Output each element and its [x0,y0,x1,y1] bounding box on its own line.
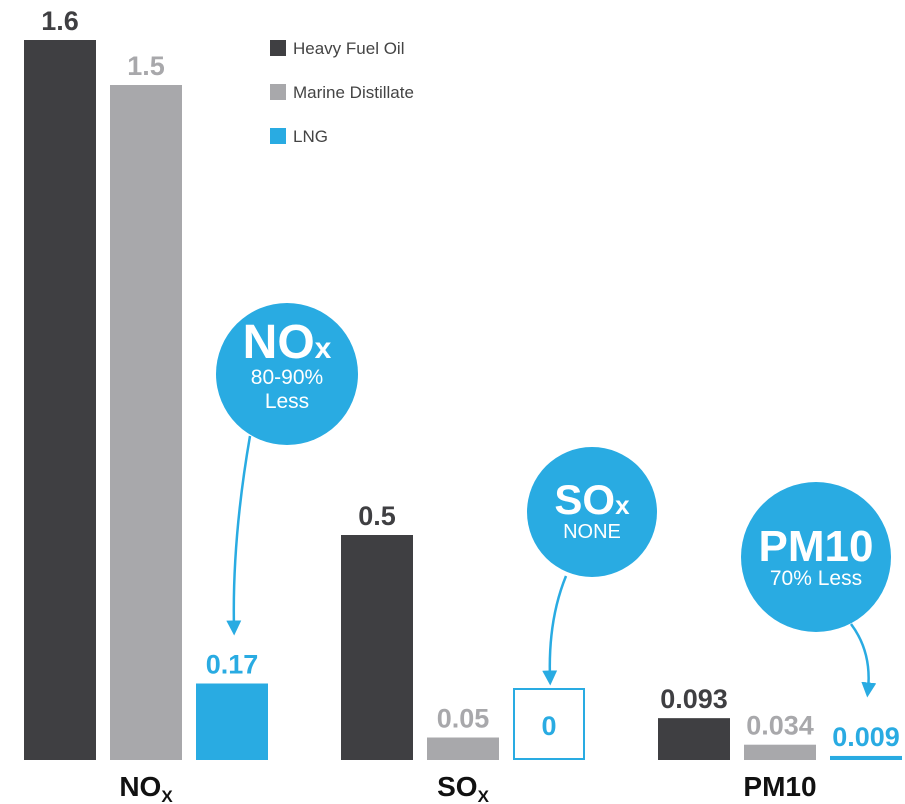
callout-line1-3: 70% Less [770,567,862,590]
bar-md-group-3 [744,744,816,760]
value-label-md-group-1: 1.5 [127,51,165,81]
callout-circle-1 [216,303,358,445]
legend-swatch-hfo [270,40,286,56]
callout-title-2: SOx [554,476,630,523]
callout-circle-3 [741,482,891,632]
value-label-lng-group-3: 0.009 [832,722,900,752]
callout-title-1: NOx [243,316,332,369]
value-labels-layer: 1.6 1.5 0.17 0.5 0.05 0 0.093 0.034 0.009 [41,6,900,752]
value-label-md-group-2: 0.05 [437,704,490,734]
bar-hfo-group-3 [658,718,730,760]
value-label-hfo-group-3: 0.093 [660,684,728,714]
bar-lng-group-3 [830,755,902,760]
legend-label-hfo: Heavy Fuel Oil [293,39,404,58]
category-label-group-1: NOX [119,771,173,804]
callout-arrow-3 [849,623,877,698]
callout-arrow-1 [226,435,252,636]
callout-line2-1: Less [265,390,309,413]
legend-label-lng: LNG [293,127,328,146]
legend-swatch-lng [270,128,286,144]
bar-hfo-group-2 [341,535,413,760]
value-label-md-group-3: 0.034 [746,711,814,741]
bars-layer [24,40,902,760]
category-labels-layer: NOX SOX PM10 [119,771,816,804]
legend: Heavy Fuel Oil Marine Distillate LNG [270,39,414,146]
value-label-hfo-group-2: 0.5 [358,501,396,531]
legend-swatch-md [270,84,286,100]
bar-hfo-group-1 [24,40,96,760]
callout-line1-1: 80-90% [251,366,323,389]
legend-label-md: Marine Distillate [293,83,414,102]
bar-md-group-2 [427,737,499,760]
category-label-group-2: SOX [437,771,489,804]
callout-circle-2 [527,447,657,577]
callout-title-3: PM10 [759,522,874,571]
callout-line1-2: NONE [563,521,621,543]
value-label-lng-group-1: 0.17 [206,650,259,680]
bar-md-group-1 [110,85,182,760]
bar-lng-group-2 [513,688,585,760]
value-label-lng-group-2: 0 [541,711,556,741]
value-label-hfo-group-1: 1.6 [41,6,79,36]
callout-arrow-2 [542,575,568,686]
category-label-group-3: PM10 [743,771,816,802]
bar-lng-group-1 [196,683,268,760]
